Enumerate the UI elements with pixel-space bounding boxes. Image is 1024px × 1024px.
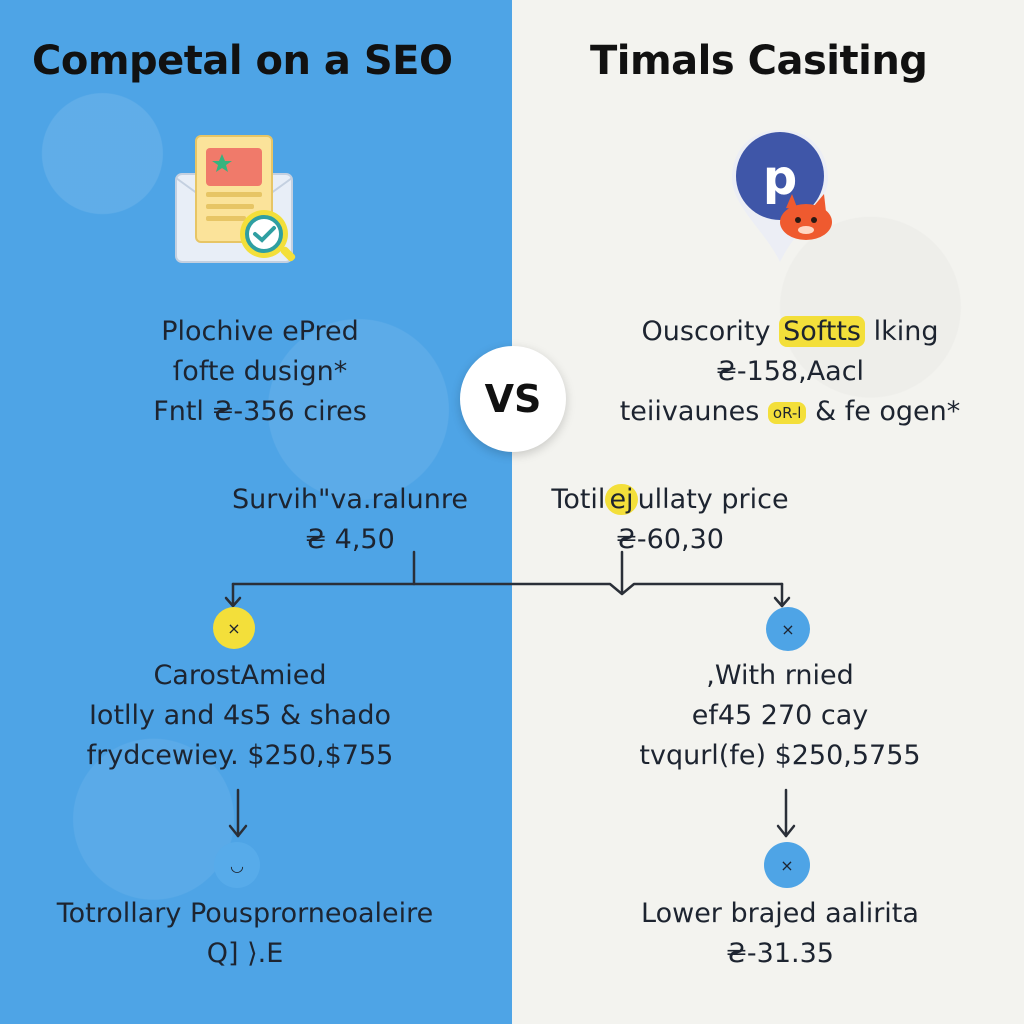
vs-badge: VS [460, 346, 566, 452]
arrow-left-1 [224, 596, 242, 608]
arrow-right-2-head [776, 824, 796, 838]
right-block-1-line-3: teiivaunes oR-l & fe ogen* [560, 392, 1020, 432]
right-block-3-line-1: ,With rnied [706, 660, 854, 691]
connector-horizontal [231, 582, 784, 596]
left-block-2-line-2: ₴ 4,50 [305, 524, 395, 555]
magnifier-icon [240, 210, 296, 262]
right-block-2-line-1-post: ullaty price [637, 484, 789, 515]
highlight-softts: Softts [779, 316, 865, 347]
left-block-1: Plochive ePred ſofte dusign* Fntl ₴-356 … [60, 312, 460, 432]
left-block-4-line-1: Totrollary Pousprorneoaleire [56, 898, 434, 929]
right-block-4: Lower brajed aalirita ₴-31.35 [580, 894, 980, 974]
fox-icon [780, 194, 832, 240]
left-block-4-line-2: Q] ⟩.E [206, 938, 284, 969]
right-block-4-line-1: Lower brajed aalirita [641, 898, 919, 929]
left-block-2-line-1: Survih"va.ralunre [232, 484, 468, 515]
left-block-3-line-2: Iotlly and 4s5 & shado [88, 700, 392, 731]
right-block-1-line-1-post: lking [865, 316, 939, 347]
seo-document-icon [175, 135, 296, 263]
right-block-2-line-2: ₴-60,30 [616, 524, 724, 555]
right-block-1: Ouscority Softts lking ₴-158,Aacl teiiva… [560, 312, 1020, 432]
left-block-4: Totrollary Pousprorneoaleire Q] ⟩.E [20, 894, 470, 974]
highlight-badge: oR-l [767, 401, 807, 424]
arrow-left-2-head [228, 824, 248, 838]
left-block-3: CarostAmied Iotlly and 4s5 & shado frydc… [30, 656, 450, 776]
left-block-3-line-1: CarostAmied [153, 660, 327, 691]
left-block-1-line-3: Fntl ₴-356 cires [153, 396, 367, 427]
right-dot-1: × [766, 607, 810, 651]
right-block-2: Totil ej ullaty price ₴-60,30 [500, 480, 840, 560]
left-title: Competal on a SEO [32, 38, 453, 84]
right-block-2-line-1-pre: Totil [551, 484, 606, 515]
right-block-1-line-1: Ouscority Softts lking [560, 312, 1020, 352]
left-block-1-line-2: ſofte dusign* [172, 356, 348, 387]
right-block-4-line-2: ₴-31.35 [726, 938, 834, 969]
left-block-1-line-1: Plochive ePred [161, 316, 359, 347]
right-block-1-line-3-pre: teiivaunes [619, 396, 768, 427]
right-block-1-line-1-pre: Ouscority [641, 316, 780, 347]
right-block-3-line-3: tvqurl(fe) $250,5755 [639, 740, 921, 771]
location-pin-icon: p [732, 130, 832, 262]
highlight-dot: ej [605, 484, 638, 515]
right-block-1-line-2: ₴-158,Aacl [715, 356, 865, 387]
right-block-3: ,With rnied ef45 270 cay tvqurl(fe) $250… [580, 656, 980, 776]
right-title: Timals Casiting [590, 38, 928, 84]
right-block-2-line-1: Totil ej ullaty price [500, 480, 840, 520]
arrow-right-1 [773, 596, 791, 608]
left-block-3-line-3: frydcewiey. $250,$755 [86, 740, 394, 771]
right-dot-2: × [764, 842, 810, 888]
left-dot-1: × [213, 607, 255, 649]
left-dot-2: ◡ [214, 842, 260, 888]
right-block-3-line-2: ef45 270 cay [691, 700, 869, 731]
right-block-1-line-3-post: & fe ogen* [806, 396, 961, 427]
left-block-2: Survih"va.ralunre ₴ 4,50 [160, 480, 540, 560]
